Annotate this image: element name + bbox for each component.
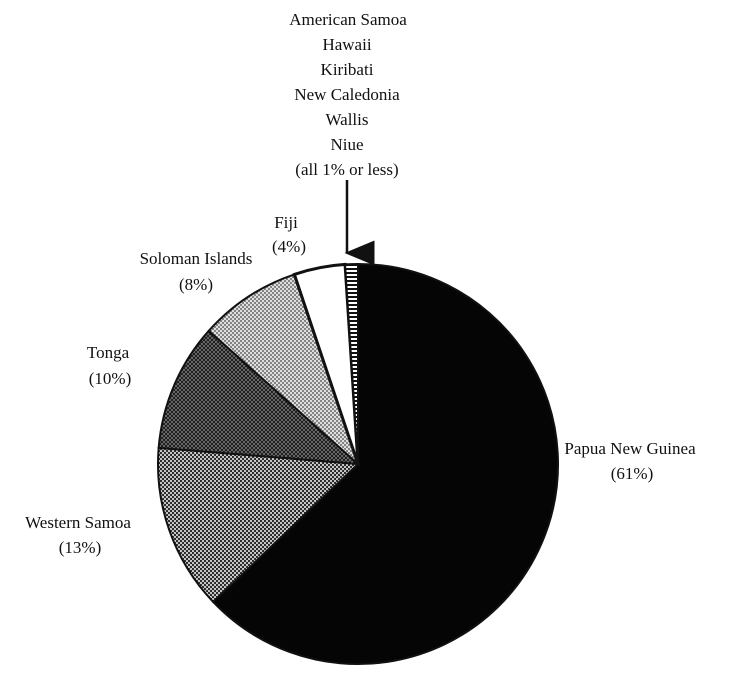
slice-value-fiji: (4%) xyxy=(272,237,306,256)
pie-slice-papua-new-guinea xyxy=(211,262,560,665)
slice-value-tonga: (10%) xyxy=(89,369,131,388)
pie-slice-western-samoa xyxy=(157,446,361,604)
pie-slice-soloman-islands xyxy=(207,273,361,468)
slice-label-tonga: Tonga xyxy=(87,343,130,362)
group-label-line-american-samoa: American Samoa xyxy=(289,10,407,29)
slice-value-papua-new-guinea: (61%) xyxy=(611,464,653,483)
slice-label-soloman-islands: Soloman Islands xyxy=(140,249,253,268)
group-label-line-hawaii: Hawaii xyxy=(322,35,371,54)
pie-slices xyxy=(157,262,560,665)
slice-label-fiji: Fiji xyxy=(274,213,298,232)
group-label-line-niue: Niue xyxy=(330,135,363,154)
group-label-line-note: (all 1% or less) xyxy=(295,160,398,179)
slice-value-soloman-islands: (8%) xyxy=(179,275,213,294)
pie-labels: Papua New Guinea (61%) Western Samoa (13… xyxy=(25,10,696,557)
group-label-line-new-caledonia: New Caledonia xyxy=(294,85,400,104)
pie-slice-tonga xyxy=(157,329,361,466)
group-label-line-kiribati: Kiribati xyxy=(321,60,374,79)
group-label-line-wallis: Wallis xyxy=(325,110,368,129)
slice-value-western-samoa: (13%) xyxy=(59,538,101,557)
slice-label-papua-new-guinea: Papua New Guinea xyxy=(564,439,696,458)
slice-label-western-samoa: Western Samoa xyxy=(25,513,131,532)
